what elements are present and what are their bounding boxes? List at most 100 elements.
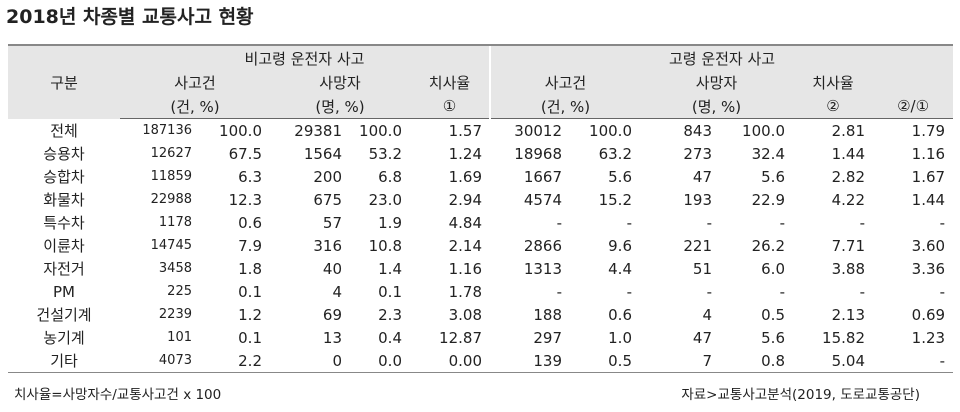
table-row: 농기계 101 0.1 13 0.4 12.87 297 1.0 47 5.6 15.82 1.23	[8, 326, 953, 349]
row-label: 건설기계	[36, 306, 92, 324]
table-cell: 51	[692, 259, 712, 278]
table-cell: 2.13	[831, 305, 865, 324]
table-cell: 1.16	[911, 144, 946, 163]
table-cell: 2.82	[831, 167, 865, 186]
table-row: 승용차 12627 67.5 1564 53.2 1.24 18968 63.2 273 32.4…	[8, 142, 953, 165]
table-cell: -	[706, 213, 712, 232]
row-label: 특수차	[43, 214, 85, 232]
unit-header: ②	[793, 94, 873, 119]
table-cell: 1.16	[448, 259, 482, 278]
header-blank	[873, 70, 954, 94]
table-cell: -	[939, 213, 946, 232]
table-cell: 7.9	[238, 236, 262, 255]
table-cell: 3.60	[911, 236, 946, 255]
table-cell: 11859	[150, 169, 192, 184]
table-cell: 0.8	[720, 349, 793, 373]
table-cell: 12.87	[439, 328, 482, 347]
table-cell: 29381	[294, 121, 342, 140]
table-row: 특수차 1178 0.6 57 1.9 4.84 - - - - - -	[8, 211, 953, 234]
table-cell: 273	[683, 144, 712, 163]
table-cell: -	[779, 282, 785, 301]
table-row: 이륜차 14745 7.9 316 10.8 2.14 2866 9.6 221 26.2 7.71…	[8, 234, 953, 257]
table-cell: 6.0	[761, 259, 785, 278]
table-cell: 1.69	[448, 167, 482, 186]
table-cell: 63.2	[598, 144, 632, 163]
table-row: 전체 187136 100.0 29381 100.0 1.57 30012 100.0 843…	[8, 119, 953, 143]
sub-header: 치사율	[793, 70, 873, 94]
table-cell: 2.14	[448, 236, 482, 255]
table-cell: 0.6	[608, 305, 632, 324]
table-cell: 1.67	[911, 167, 946, 186]
table-cell: -	[873, 349, 954, 373]
table-cell: 843	[683, 121, 712, 140]
table-cell: 3.08	[448, 305, 482, 324]
table-cell: 1.44	[911, 190, 946, 209]
table-cell: 225	[167, 284, 192, 299]
table-cell: 13	[322, 328, 342, 347]
table-cell: 100.0	[359, 121, 402, 140]
row-label: 화물차	[43, 191, 85, 209]
table-cell: 5.6	[761, 328, 785, 347]
table-cell: 0.1	[238, 328, 262, 347]
table-cell: 0	[270, 349, 350, 373]
table-cell: 57	[322, 213, 342, 232]
table-cell: 4574	[523, 190, 562, 209]
unit-header: (건, %)	[120, 94, 270, 119]
table-cell: 6.3	[238, 167, 262, 186]
table-cell: 0.0	[350, 349, 410, 373]
header-row: (건, %) (명, %) ① (건, %) (명, %) ② ②/①	[8, 94, 954, 119]
table-cell: 1.0	[608, 328, 632, 347]
table-cell: 2866	[523, 236, 562, 255]
table-cell: 187136	[142, 123, 192, 138]
header-row: 구분 비고령 운전자 사고 고령 운전자 사고	[8, 44, 954, 119]
accident-table: 구분 비고령 운전자 사고 고령 운전자 사고 사고건 사망자 치사율 사고건 사망자 치사율(…	[8, 44, 954, 373]
table-cell: 2.3	[378, 305, 402, 324]
table-cell: 18968	[514, 144, 562, 163]
table-cell: 200	[313, 167, 342, 186]
table-cell: 30012	[514, 121, 562, 140]
row-label: 농기계	[43, 329, 85, 347]
table-cell: 1.23	[911, 328, 946, 347]
header-row: 사고건 사망자 치사율 사고건 사망자 치사율	[8, 70, 954, 94]
table-cell: 4	[332, 282, 342, 301]
table-cell: -	[859, 213, 865, 232]
table-cell: 1667	[523, 167, 562, 186]
table-cell: 47	[692, 328, 712, 347]
table-cell: 0.4	[378, 328, 402, 347]
row-label: 승합차	[43, 168, 85, 186]
table-cell: 3.36	[911, 259, 946, 278]
table-cell: -	[626, 282, 632, 301]
unit-header: ①	[410, 94, 490, 119]
table-cell: 1.78	[448, 282, 482, 301]
table-cell: 1.2	[238, 305, 262, 324]
sub-header: 사고건	[120, 70, 270, 94]
table-cell: -	[556, 213, 562, 232]
table-cell: 0.1	[378, 282, 402, 301]
table-cell: -	[626, 213, 632, 232]
table-cell: 1313	[523, 259, 562, 278]
row-label: PM	[53, 282, 75, 301]
table-cell: 4073	[120, 349, 200, 373]
table-cell: -	[779, 213, 785, 232]
table-cell: -	[706, 282, 712, 301]
table-cell: 4.84	[448, 213, 482, 232]
sub-header: 사고건	[489, 70, 640, 94]
sub-header: 치사율	[410, 70, 490, 94]
table-cell: 14745	[150, 238, 192, 253]
table-cell: 0.00	[410, 349, 490, 373]
table-cell: -	[859, 282, 865, 301]
table-cell: 1.57	[448, 121, 482, 140]
table-cell: 188	[533, 305, 562, 324]
table-cell: 1.79	[911, 121, 946, 140]
table-cell: 2.94	[448, 190, 482, 209]
table-header: 구분 비고령 운전자 사고 고령 운전자 사고 사고건 사망자 치사율 사고건 사망자 치사율(…	[8, 44, 954, 119]
table-cell: 2239	[158, 307, 192, 322]
unit-header: ②/①	[873, 94, 954, 119]
table-cell: 7.71	[831, 236, 865, 255]
table-cell: 53.2	[368, 144, 402, 163]
table-cell: 2.2	[200, 349, 270, 373]
table-cell: 5.6	[761, 167, 785, 186]
table-cell: 7	[640, 349, 720, 373]
row-label: 승용차	[43, 145, 85, 163]
table-cell: 4.4	[608, 259, 632, 278]
